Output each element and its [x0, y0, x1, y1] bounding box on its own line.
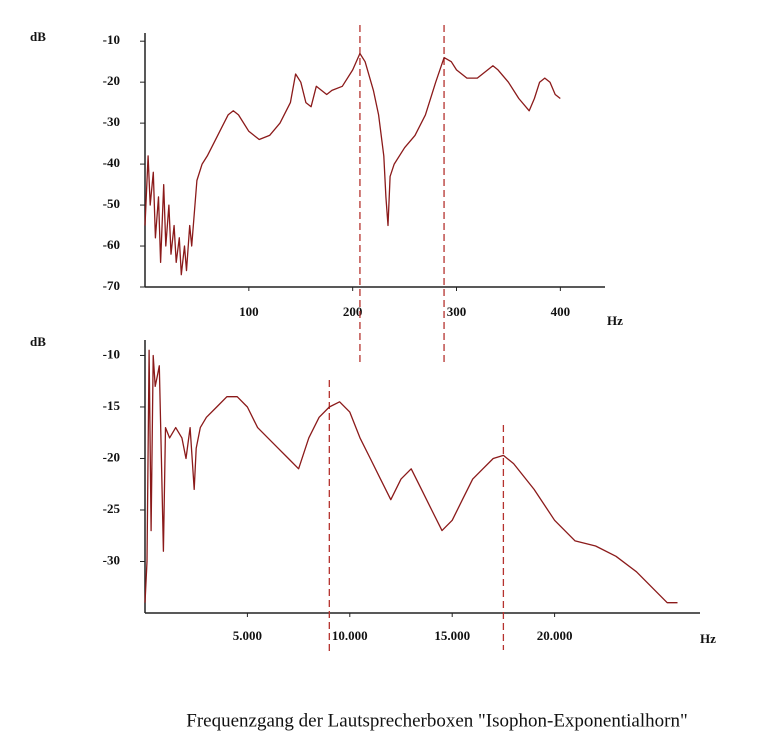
x-axis-label: Hz	[607, 313, 623, 328]
x-axis-label: Hz	[700, 631, 716, 646]
x-tick-label: 100	[239, 304, 259, 319]
y-tick-label: -70	[103, 278, 120, 293]
y-tick-label: -10	[103, 32, 120, 47]
y-tick-label: -25	[103, 501, 121, 516]
y-tick-label: -30	[103, 552, 120, 567]
y-tick-label: -20	[103, 449, 120, 464]
y-tick-label: -50	[103, 196, 120, 211]
x-tick-label: 200	[343, 304, 363, 319]
x-tick-label: 400	[551, 304, 571, 319]
y-tick-label: -40	[103, 155, 120, 170]
response-curve	[144, 349, 678, 604]
y-tick-label: -30	[103, 114, 120, 129]
y-tick-label: -60	[103, 237, 120, 252]
y-tick-label: -10	[103, 346, 120, 361]
y-tick-label: -20	[103, 73, 120, 88]
x-tick-label: 5.000	[233, 628, 262, 643]
x-tick-label: 300	[447, 304, 467, 319]
x-tick-label: 10.000	[332, 628, 368, 643]
y-axis-label: dB	[30, 334, 46, 349]
x-tick-label: 15.000	[434, 628, 470, 643]
y-axis-label: dB	[30, 29, 46, 44]
y-tick-label: -15	[103, 398, 121, 413]
response-curve	[144, 52, 561, 276]
x-tick-label: 20.000	[537, 628, 573, 643]
caption: Frequenzgang der Lautsprecherboxen "Isop…	[186, 710, 687, 731]
